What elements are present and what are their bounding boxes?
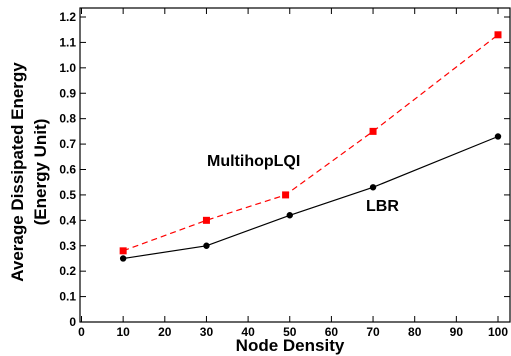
point-multihoplqi-3 bbox=[369, 127, 377, 135]
point-multihoplqi-4 bbox=[494, 31, 502, 39]
x-axis-title: Node Density bbox=[236, 336, 345, 355]
y-tick-label-0.3: 0.3 bbox=[59, 239, 76, 253]
point-multihoplqi-2 bbox=[282, 191, 290, 199]
point-lbr-2 bbox=[286, 212, 293, 219]
series-label-lbr: LBR bbox=[366, 198, 399, 215]
point-lbr-0 bbox=[119, 255, 127, 262]
x-tick-label-90: 90 bbox=[450, 325, 464, 339]
x-tick-label-10: 10 bbox=[116, 325, 130, 339]
x-tick-label-60: 60 bbox=[325, 325, 339, 339]
x-tick-label-40: 40 bbox=[241, 325, 255, 339]
y-axis-title-line-1: Average Dissipated Energy bbox=[8, 62, 27, 282]
point-multihoplqi-0 bbox=[119, 247, 127, 255]
x-tick-label-0: 0 bbox=[78, 325, 85, 339]
y-tick-label-0.9: 0.9 bbox=[59, 86, 76, 100]
axes: 0 10 20 30 40 50 60 70 80 90 100 0 0.1 0.2 0.3 0.4 0.5 0.… bbox=[59, 7, 511, 339]
plot-frame bbox=[79, 7, 511, 323]
y-tick-label-0: 0 bbox=[69, 315, 76, 329]
series-layer bbox=[119, 31, 502, 262]
series-line-lbr bbox=[123, 135, 499, 260]
x-tick-label-100: 100 bbox=[488, 325, 508, 339]
y-tick-label-0.6: 0.6 bbox=[59, 163, 76, 177]
y-tick-label-0.5: 0.5 bbox=[59, 188, 76, 202]
y-tick-label-0.4: 0.4 bbox=[59, 213, 76, 227]
point-lbr-4 bbox=[494, 133, 502, 140]
x-tick-label-30: 30 bbox=[200, 325, 214, 339]
y-tick-label-1.2: 1.2 bbox=[59, 10, 76, 24]
y-tick-label-0.2: 0.2 bbox=[59, 264, 76, 278]
x-tick-label-80: 80 bbox=[408, 325, 422, 339]
y-axis-title-line-2: (Energy Unit) bbox=[31, 119, 50, 226]
y-tick-label-1.1: 1.1 bbox=[59, 35, 76, 49]
y-tick-label-1: 1.0 bbox=[59, 61, 76, 75]
x-tick-label-50: 50 bbox=[283, 325, 297, 339]
x-tick-label-70: 70 bbox=[366, 325, 380, 339]
point-lbr-1 bbox=[203, 242, 210, 249]
point-lbr-3 bbox=[369, 184, 377, 191]
y-tick-label-0.7: 0.7 bbox=[59, 137, 76, 151]
y-tick-label-0.1: 0.1 bbox=[59, 290, 76, 304]
y-tick-label-0.8: 0.8 bbox=[59, 112, 76, 126]
point-multihoplqi-1 bbox=[202, 216, 210, 224]
series-label-multihoplqi: MultihopLQI bbox=[207, 153, 300, 170]
series-line-multihoplqi bbox=[122, 34, 499, 252]
x-tick-label-20: 20 bbox=[158, 325, 172, 339]
